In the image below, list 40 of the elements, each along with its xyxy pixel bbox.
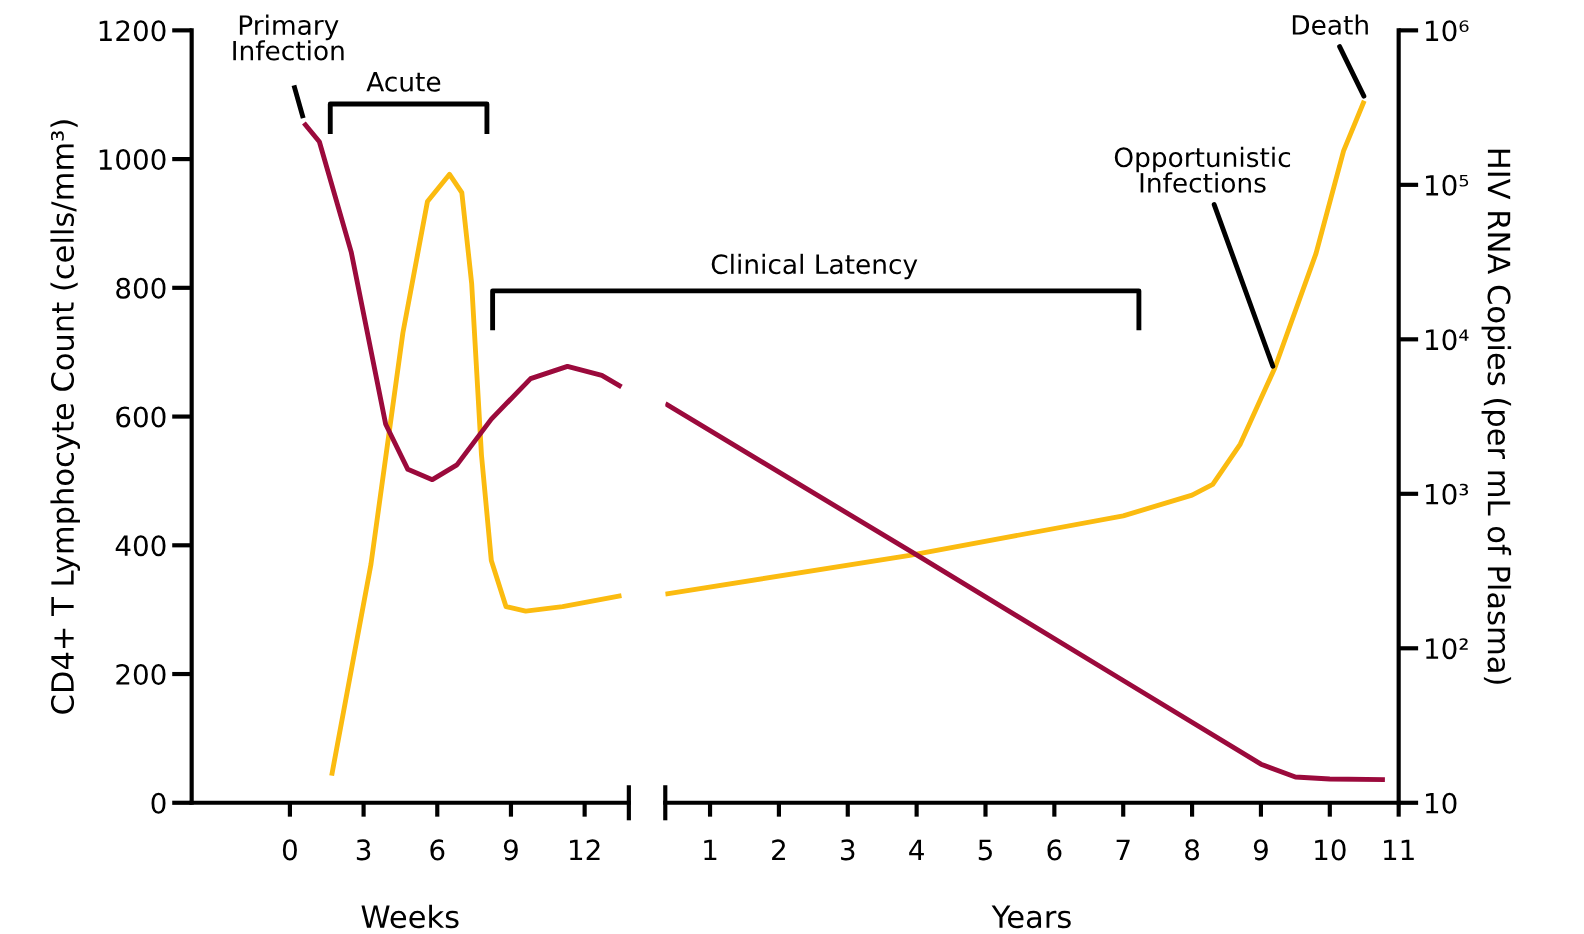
y2-axis-title: HIV RNA Copies (per mL of Plasma) xyxy=(1481,149,1512,684)
y-tick-label: 0 xyxy=(151,792,166,814)
x-axis-title: Years xyxy=(991,905,1071,929)
x-axis-title: Weeks xyxy=(361,904,459,929)
y2-tick-label: 10⁶ xyxy=(1426,20,1469,42)
x-tick-label: 10 xyxy=(1315,839,1346,861)
x-tick-label: 9 xyxy=(1253,839,1268,861)
x-tick-label: 3 xyxy=(356,839,371,861)
x-tick-label: 0 xyxy=(282,839,297,861)
x-tick-label: 1 xyxy=(704,839,717,860)
y-tick-label: 400 xyxy=(115,535,166,557)
y2-tick-label: 10² xyxy=(1426,638,1468,660)
y-tick-label: 200 xyxy=(116,663,166,685)
annotation: Acute xyxy=(366,72,441,92)
y2-tick-label: 10⁵ xyxy=(1426,174,1469,196)
line-series xyxy=(301,120,624,483)
x-tick-label: 11 xyxy=(1384,839,1414,860)
annotation: Death xyxy=(1292,14,1368,35)
x-tick-label: 7 xyxy=(1116,839,1130,860)
y-tick-label: 1200 xyxy=(99,20,166,42)
y2-tick-label: 10⁴ xyxy=(1426,329,1469,351)
x-tick-label: 8 xyxy=(1185,839,1200,861)
line-series xyxy=(665,98,1367,597)
x-tick-label: 12 xyxy=(570,839,600,860)
y-tick-label: 800 xyxy=(116,277,166,299)
x-tick-label: 3 xyxy=(841,839,855,861)
x-tick-label: 5 xyxy=(978,839,992,861)
y2-tick-label: 10 xyxy=(1426,792,1457,814)
x-tick-label: 2 xyxy=(772,839,785,860)
y-tick-label: 1000 xyxy=(99,149,166,171)
annotation: Opportunistic Infections xyxy=(1114,146,1291,193)
x-tick-label: 6 xyxy=(1047,839,1062,861)
x-tick-label: 6 xyxy=(430,839,445,861)
annotation: Clinical Latency xyxy=(711,253,918,280)
y2-tick-label: 10³ xyxy=(1426,483,1469,505)
annotation: Primary Infection xyxy=(233,14,344,61)
y-tick-label: 600 xyxy=(116,406,166,428)
x-tick-label: 9 xyxy=(503,839,518,861)
y-axis-title: CD4+ T Lymphocyte Count (cells/mm³) xyxy=(50,120,80,714)
x-tick-label: 4 xyxy=(909,839,924,860)
